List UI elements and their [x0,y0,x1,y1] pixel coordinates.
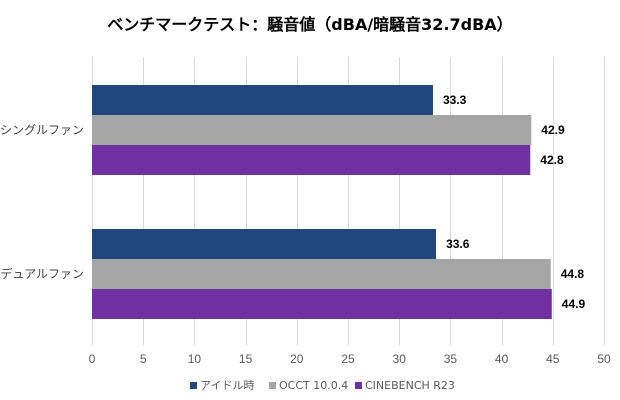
data-label: 44.9 [562,297,586,311]
x-tick-label: 40 [495,352,509,366]
chart-title: ベンチマークテスト：騒音値（dBA/暗騒音32.7dBA） [107,15,512,34]
legend: アイドル時 OCCT 10.0.4 CINEBENCH R23 [190,379,455,392]
x-tick-label: 20 [290,352,304,366]
legend-swatch-idle [190,382,197,389]
x-tick-label: 45 [546,352,560,366]
bar [92,145,531,175]
legend-label-cinebench: CINEBENCH R23 [365,379,455,392]
x-tick-label: 0 [89,352,96,366]
x-tick-label: 10 [188,352,202,366]
x-tick-label: 25 [341,352,355,366]
data-label: 33.3 [443,93,467,107]
data-label: 42.8 [540,153,564,167]
bar [92,229,437,259]
category-labels: シングルファン デュアルファン [0,123,84,281]
legend-swatch-cinebench [355,382,362,389]
bar [92,289,552,319]
data-label: 42.9 [541,123,565,137]
x-tick-label: 15 [239,352,253,366]
bars [92,85,552,319]
x-tick-label: 35 [444,352,458,366]
category-label: デュアルファン [0,266,84,281]
x-tick-label: 5 [140,352,147,366]
data-label: 44.8 [561,267,585,281]
category-label: シングルファン [0,123,84,137]
bar [92,115,532,145]
data-labels: 33.3 42.9 42.8 33.6 44.8 44.9 [443,93,585,311]
bar [92,259,551,289]
legend-swatch-occt [269,382,276,389]
x-tick-label: 50 [597,352,611,366]
legend-label-occt: OCCT 10.0.4 [279,379,348,392]
x-tick-label: 30 [393,352,407,366]
legend-label-idle: アイドル時 [200,379,254,392]
data-label: 33.6 [446,237,470,251]
bar [92,85,433,115]
x-axis-ticks: 0 5 10 15 20 25 30 35 40 45 50 [89,352,611,366]
